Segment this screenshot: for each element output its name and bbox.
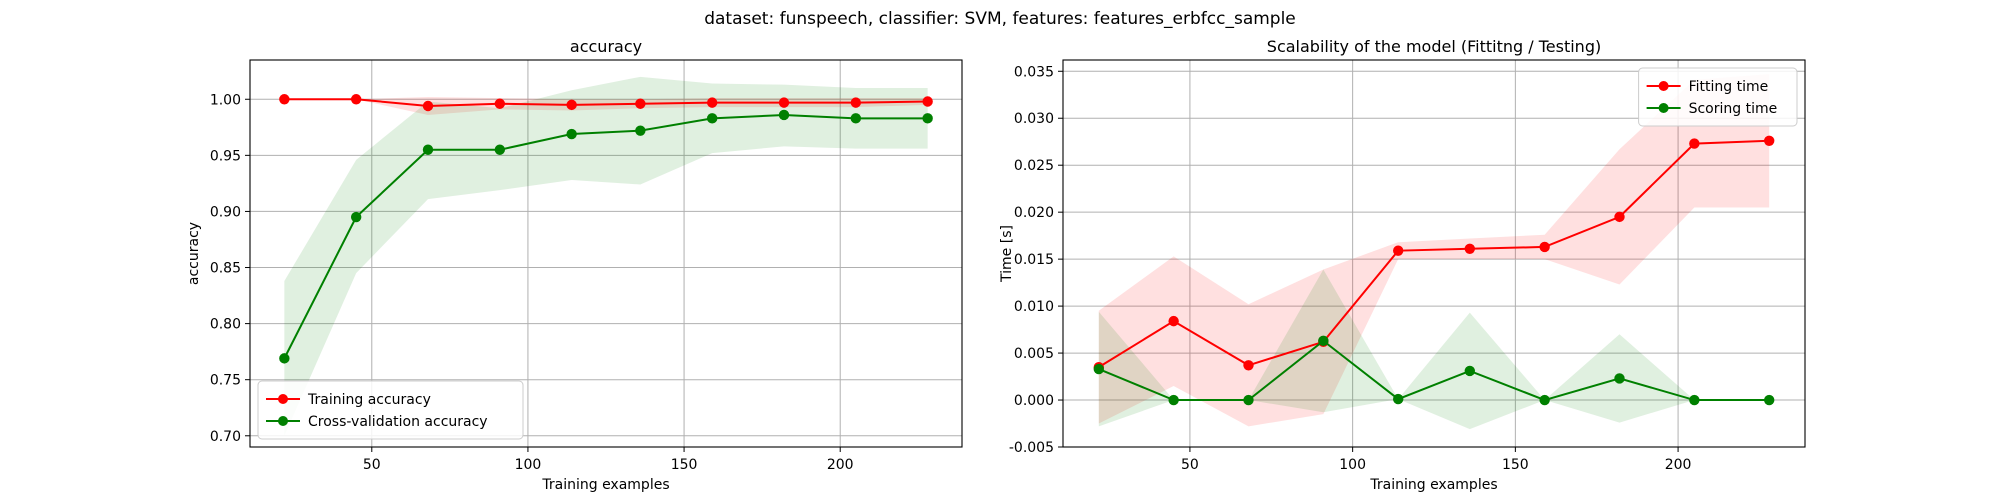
- x-axis-label: Training examples: [1369, 477, 1497, 493]
- data-point: [1168, 394, 1179, 406]
- x-tick-label: 150: [1502, 457, 1529, 473]
- data-point: [494, 144, 506, 155]
- data-point: [1243, 360, 1254, 371]
- axes-frame: [249, 59, 963, 448]
- x-tick-label: 150: [671, 457, 698, 473]
- chart-0: 50 100 150 200 0.70 0.75 0.80 0.85 0.90 0.95 1.00 a…: [186, 37, 963, 493]
- y-tick-label: 0.75: [210, 373, 241, 389]
- y-tick-label: 0.70: [210, 429, 241, 445]
- legend-label: Scoring time: [1689, 101, 1778, 117]
- data-point: [350, 94, 362, 105]
- y-tick-label: 1.00: [210, 92, 241, 108]
- data-point: [1539, 241, 1550, 253]
- y-tick-label: 0.005: [1014, 346, 1054, 362]
- legend: Fitting time Scoring time: [1638, 67, 1798, 127]
- data-point: [922, 96, 933, 107]
- series-line: [283, 113, 928, 359]
- y-tick-label: -0.005: [1009, 440, 1054, 456]
- data-point: [850, 97, 862, 108]
- data-point: [494, 98, 506, 109]
- data-point: [922, 113, 933, 124]
- y-tick-label: 0.010: [1014, 299, 1054, 315]
- data-point: [1689, 394, 1700, 406]
- data-point: [706, 97, 718, 108]
- data-point: [1614, 373, 1625, 384]
- series-line: [1098, 139, 1770, 369]
- data-point: [706, 113, 718, 124]
- x-tick-label: 50: [1181, 457, 1199, 473]
- y-axis-label: accuracy: [186, 222, 202, 285]
- legend: Training accuracy Cross-validation accura…: [257, 380, 524, 440]
- data-point: [1243, 394, 1254, 406]
- y-tick-label: 0.030: [1014, 111, 1054, 127]
- data-point: [1093, 363, 1104, 375]
- data-point: [1318, 335, 1329, 347]
- figure-suptitle: dataset: funspeech, classifier: SVM, fea…: [704, 9, 1296, 29]
- data-point: [1764, 135, 1775, 146]
- data-point: [1764, 394, 1775, 406]
- data-point: [635, 98, 646, 109]
- data-point: [279, 353, 290, 364]
- data-point: [1393, 245, 1404, 256]
- legend-swatch-marker: [1658, 103, 1669, 113]
- chart-title: accuracy: [570, 37, 642, 56]
- y-tick-label: 0.000: [1014, 393, 1054, 409]
- data-point: [279, 94, 290, 105]
- y-axis-label: Time [s]: [999, 225, 1015, 283]
- data-point: [850, 113, 862, 124]
- series-line: [284, 98, 928, 107]
- y-tick-label: 0.80: [210, 317, 241, 333]
- legend-label: Training accuracy: [307, 392, 431, 408]
- data-point: [635, 125, 646, 136]
- axes-frame: [1062, 59, 1806, 448]
- y-tick-label: 0.015: [1014, 252, 1054, 268]
- y-tick-label: 0.90: [210, 204, 241, 220]
- data-point: [778, 109, 790, 121]
- x-axis-label: Training examples: [541, 477, 669, 493]
- chart-title: Scalability of the model (Fittitng / Tes…: [1267, 37, 1601, 56]
- legend-swatch-marker: [1658, 81, 1669, 91]
- series-line: [1098, 339, 1770, 402]
- data-point: [1168, 315, 1179, 327]
- data-point: [1464, 243, 1475, 255]
- data-point: [422, 144, 434, 155]
- data-point: [1393, 393, 1404, 405]
- y-tick-label: 0.025: [1014, 158, 1054, 174]
- y-tick-label: 0.95: [210, 148, 241, 164]
- data-point: [566, 99, 577, 111]
- legend-swatch-marker: [278, 416, 288, 426]
- x-tick-label: 100: [515, 457, 542, 473]
- x-tick-label: 100: [1339, 457, 1366, 473]
- data-point: [1539, 394, 1550, 406]
- legend-box: [257, 380, 524, 440]
- data-point: [566, 128, 577, 140]
- legend-swatch-marker: [278, 394, 288, 404]
- data-point: [422, 100, 434, 112]
- data-point: [1464, 365, 1475, 377]
- legend-label: Cross-validation accuracy: [308, 414, 488, 430]
- x-tick-label: 200: [1665, 457, 1692, 473]
- legend-box: [1638, 67, 1798, 127]
- data-point: [1614, 211, 1625, 223]
- y-tick-label: 0.035: [1014, 64, 1054, 80]
- confidence-band: [1098, 269, 1770, 430]
- data-point: [778, 97, 790, 108]
- confidence-band: [284, 76, 928, 436]
- y-tick-label: 0.020: [1014, 205, 1054, 221]
- chart-1: 50 100 150 200 -0.005 0.000 0.005 0.010 0.015 0.0…: [999, 37, 1806, 493]
- legend-label: Fitting time: [1689, 79, 1769, 95]
- confidence-band: [284, 97, 928, 115]
- data-point: [350, 211, 362, 223]
- x-tick-label: 50: [363, 457, 381, 473]
- y-tick-label: 0.85: [210, 261, 241, 277]
- data-point: [1689, 138, 1700, 149]
- x-tick-label: 200: [827, 457, 854, 473]
